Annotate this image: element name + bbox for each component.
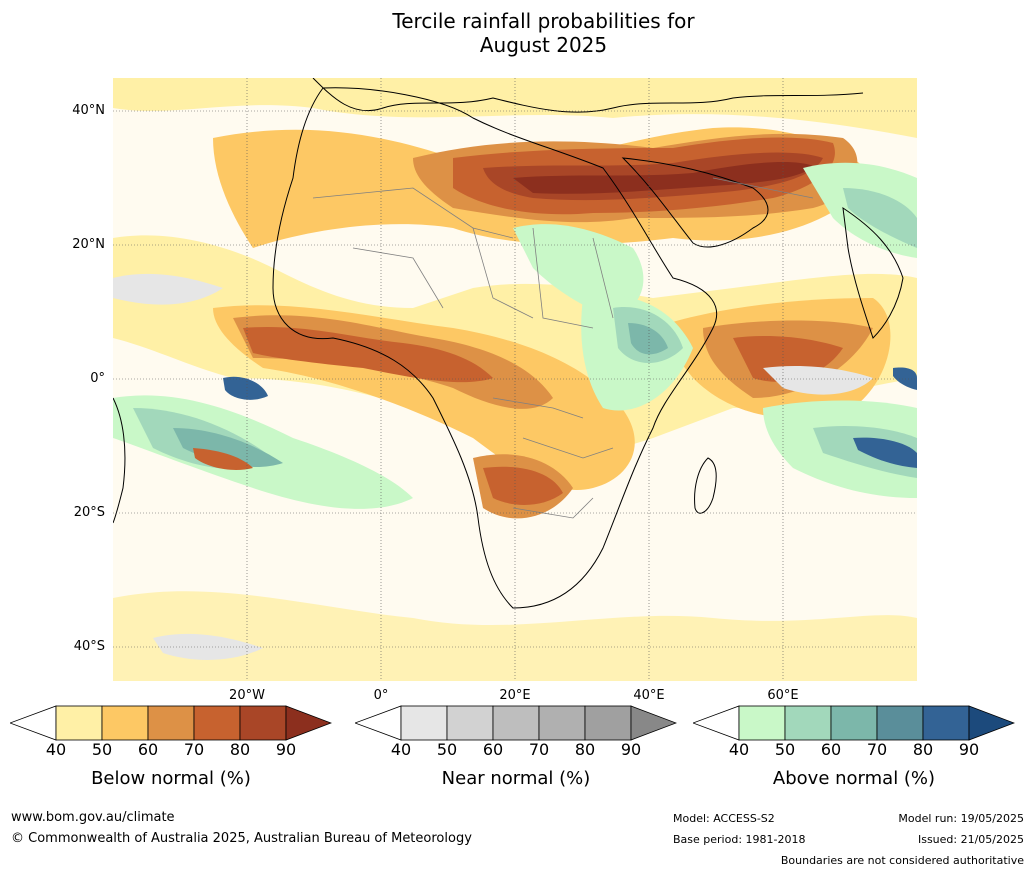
lon-label-60e: 60°E bbox=[767, 688, 799, 703]
below-normal-title: Below normal (%) bbox=[91, 768, 251, 789]
above-tick-50: 50 bbox=[774, 740, 796, 759]
map-title: Tercile rainfall probabilities for Augus… bbox=[0, 9, 1035, 57]
below-swatch-1 bbox=[55, 705, 103, 741]
above-normal-title: Above normal (%) bbox=[772, 768, 936, 789]
near-swatch-5 bbox=[584, 705, 632, 741]
footer-base-period: Base period: 1981-2018 bbox=[673, 833, 806, 846]
title-line-1: Tercile rainfall probabilities for bbox=[392, 9, 695, 33]
map-svg bbox=[113, 78, 917, 681]
footer-boundaries-note: Boundaries are not considered authoritat… bbox=[780, 854, 1024, 867]
near-tick-70: 70 bbox=[528, 740, 550, 759]
above-tick-60: 60 bbox=[820, 740, 842, 759]
lon-label-20w: 20°W bbox=[229, 688, 265, 703]
above-swatch-3 bbox=[830, 705, 878, 741]
lon-label-20e: 20°E bbox=[499, 688, 531, 703]
near-swatch-3 bbox=[492, 705, 540, 741]
lat-label-20s: 20°S bbox=[73, 505, 105, 520]
rainfall-probability-map bbox=[113, 78, 917, 681]
below-tick-80: 80 bbox=[229, 740, 251, 759]
colorbar-near-normal bbox=[353, 705, 678, 741]
near-tick-80: 80 bbox=[574, 740, 596, 759]
near-swatch-1 bbox=[400, 705, 448, 741]
above-swatch-4 bbox=[876, 705, 924, 741]
lat-label-20n: 20°N bbox=[72, 237, 105, 252]
lat-label-0: 0° bbox=[90, 371, 105, 386]
below-swatch-6 bbox=[285, 705, 333, 741]
below-swatch-2 bbox=[101, 705, 149, 741]
above-swatch-6 bbox=[968, 705, 1016, 741]
above-swatch-1 bbox=[738, 705, 786, 741]
lon-label-0: 0° bbox=[373, 688, 389, 703]
near-swatch-2 bbox=[446, 705, 494, 741]
footer-issued: Issued: 21/05/2025 bbox=[917, 833, 1024, 846]
lon-label-40e: 40°E bbox=[633, 688, 665, 703]
below-tick-90: 90 bbox=[275, 740, 297, 759]
footer-model-run: Model run: 19/05/2025 bbox=[898, 812, 1024, 825]
below-swatch-5 bbox=[239, 705, 287, 741]
above-tick-70: 70 bbox=[866, 740, 888, 759]
above-tick-90: 90 bbox=[958, 740, 980, 759]
colorbar-above-normal bbox=[691, 705, 1016, 741]
lat-label-40n: 40°N bbox=[72, 103, 105, 118]
below-tick-50: 50 bbox=[91, 740, 113, 759]
above-swatch-2 bbox=[784, 705, 832, 741]
above-tick-80: 80 bbox=[912, 740, 934, 759]
below-tick-70: 70 bbox=[183, 740, 205, 759]
colorbar-below-normal bbox=[8, 705, 333, 741]
title-line-2: August 2025 bbox=[479, 33, 608, 57]
footer-copyright: © Commonwealth of Australia 2025, Austra… bbox=[11, 831, 472, 846]
footer-url: www.bom.gov.au/climate bbox=[11, 810, 175, 825]
near-tick-90: 90 bbox=[620, 740, 642, 759]
near-tick-50: 50 bbox=[436, 740, 458, 759]
above-swatch-5 bbox=[922, 705, 970, 741]
below-tick-60: 60 bbox=[137, 740, 159, 759]
below-swatch-4 bbox=[193, 705, 241, 741]
below-swatch-3 bbox=[147, 705, 195, 741]
below-tick-40: 40 bbox=[45, 740, 67, 759]
above-tick-40: 40 bbox=[728, 740, 750, 759]
footer-model: Model: ACCESS-S2 bbox=[673, 812, 775, 825]
near-swatch-4 bbox=[538, 705, 586, 741]
near-normal-title: Near normal (%) bbox=[441, 768, 591, 789]
legend-below-normal bbox=[8, 705, 333, 745]
near-swatch-6 bbox=[630, 705, 678, 741]
lat-label-40s: 40°S bbox=[73, 639, 105, 654]
near-tick-60: 60 bbox=[482, 740, 504, 759]
near-tick-40: 40 bbox=[390, 740, 412, 759]
legend-above-normal bbox=[691, 705, 1016, 745]
legend-near-normal bbox=[353, 705, 678, 745]
